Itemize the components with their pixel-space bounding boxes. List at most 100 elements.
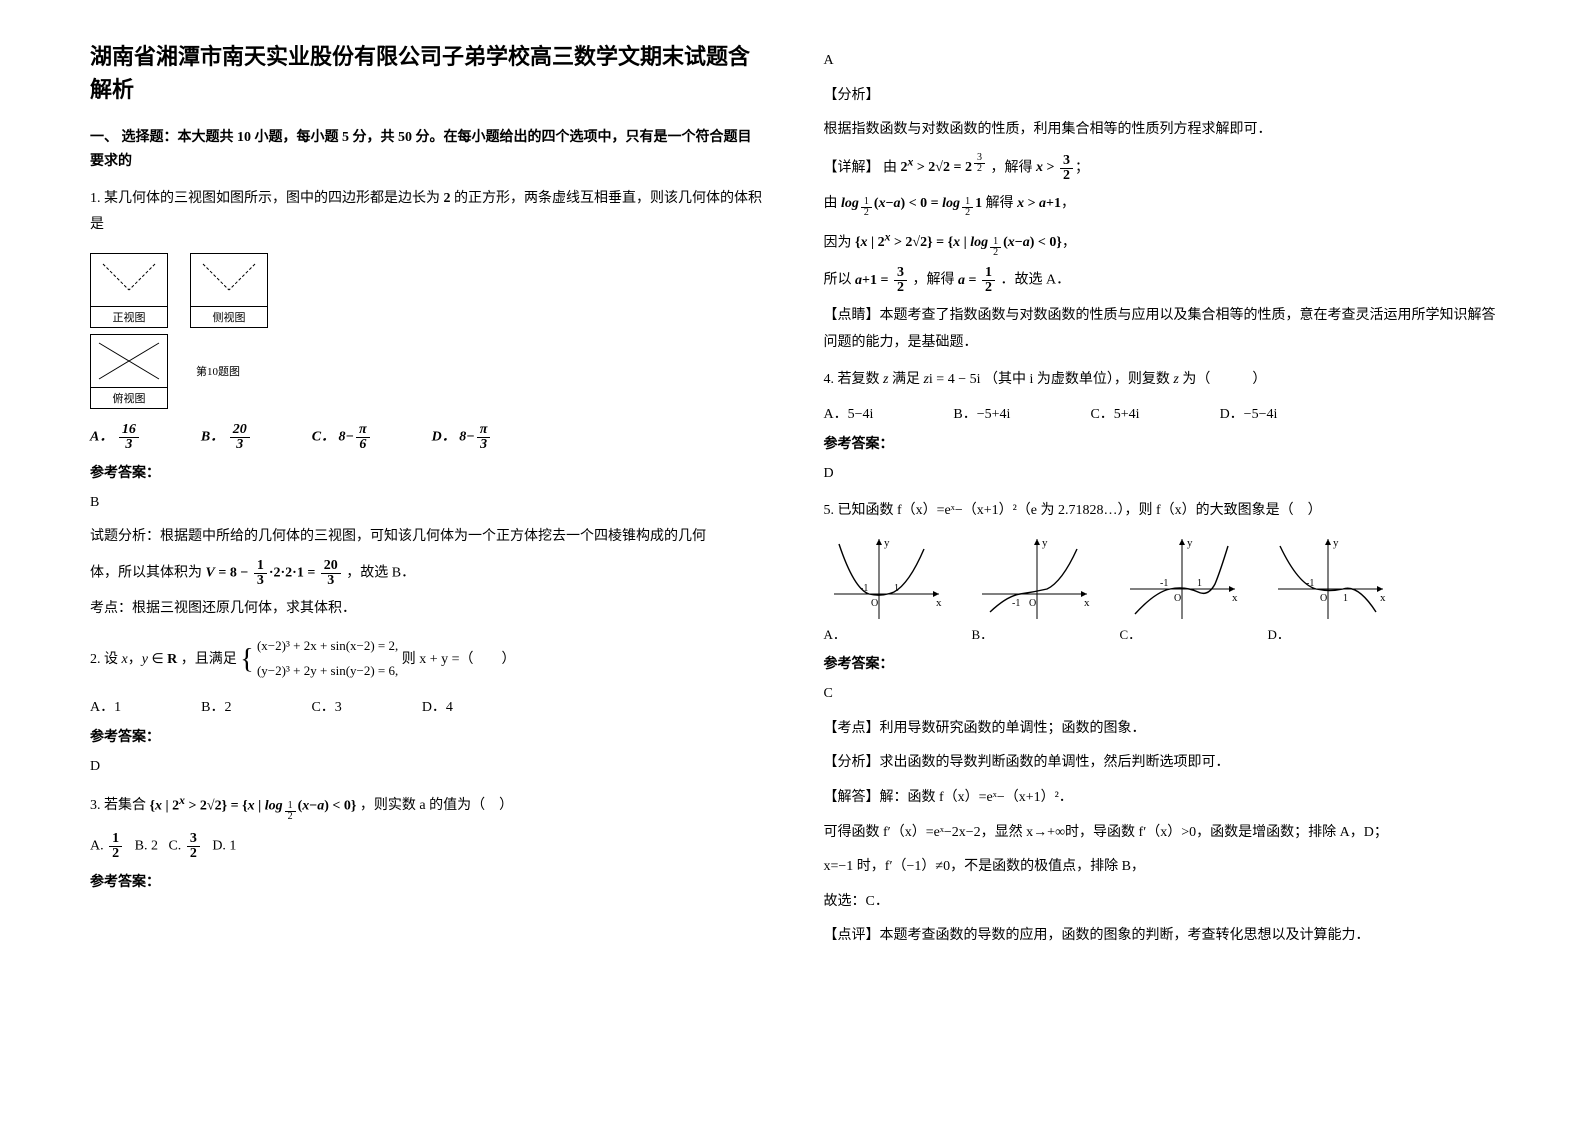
q3-d4a: 所以	[824, 273, 852, 288]
svg-text:x: x	[1380, 592, 1386, 604]
q1-choices: A． 163 B． 203 C． 8−π6 D． 8−π3	[90, 423, 764, 452]
q3-d3a: 因为	[824, 235, 852, 250]
question-4: 4. 若复数 z 满足 zi = 4 − 5i （其中 i 为虚数单位），则复数…	[824, 367, 1498, 394]
q2-c: 则 x + y =（ ）	[402, 651, 516, 666]
q3-d1b: ，解得	[990, 160, 1032, 175]
q3-detail-3: 因为 {x | 2x > 2√2} = {x | log12(x−a) < 0}…	[824, 227, 1498, 259]
q3-d4eq1: a+1 = 32	[855, 273, 909, 288]
d-den: 3	[477, 438, 491, 452]
q2-opt-b: B．2	[201, 696, 231, 716]
q3-ob: B. 2	[135, 839, 158, 854]
q4-opt-b: B．−5+4i	[953, 403, 1010, 423]
q5-fxl: 【分析】	[824, 755, 880, 770]
question-5: 5. 已知函数 f（x）=eˣ−（x+1）²（e 为 2.71828…），则 f…	[824, 498, 1498, 525]
q2-opt-c: C．3	[311, 696, 341, 716]
q3-a: 3. 若集合	[90, 798, 146, 813]
q3-dl: 【详解】	[824, 160, 880, 175]
q2-answer: D	[90, 754, 764, 781]
svg-text:y: y	[1333, 537, 1339, 549]
q3-dst: 本题考查了指数函数与对数函数的性质与应用以及集合相等的性质，意在考查灵活运用所学…	[824, 308, 1496, 350]
question-3: 3. 若集合 {x | 2x > 2√2} = {x | log12(x−a) …	[90, 790, 764, 822]
q5-kd: 【考点】利用导数研究函数的单调性；函数的图象．	[824, 716, 1498, 743]
q5-jd1t: 解：函数 f（x）=eˣ−（x+1）²．	[880, 790, 1073, 805]
q3a-n: 1	[109, 832, 122, 847]
q5-graph-d: x y -1 O 1 D．	[1268, 534, 1388, 643]
q5-answer: C	[824, 681, 1498, 708]
q2-choices: A．1 B．2 C．3 D．4	[90, 696, 764, 716]
q4-eq: zi = 4 − 5i	[923, 372, 980, 387]
q1-explain-2: 体，所以其体积为 V = 8 − 13·2·2·1 = 203 ，故选 B．	[90, 559, 764, 588]
opt-b-letter: B．	[201, 430, 224, 445]
q1-opt-a: A． 163	[90, 423, 141, 452]
q2-system: { (x−2)³ + 2x + sin(x−2) = 2, (y−2)³ + 2…	[240, 633, 398, 686]
q5-ld: D．	[1268, 627, 1290, 642]
q3-od: D. 1	[212, 839, 236, 854]
question-1: 1. 某几何体的三视图如图所示，图中的四边形都是边长为 2 的正方形，两条虚线互…	[90, 186, 764, 239]
q1-explain-1: 试题分析：根据题中所给的几何体的三视图，可知该几何体为一个正方体挖去一个四棱锥构…	[90, 524, 764, 551]
q5-dpl: 【点评】	[824, 928, 880, 943]
q4-opt-c: C．5+4i	[1090, 403, 1139, 423]
q3c-n: 3	[187, 832, 200, 847]
three-views: 正视图 侧视图	[90, 253, 764, 409]
q3-d2b: 解得 x > a+1，	[986, 196, 1075, 211]
svg-text:O: O	[1174, 593, 1181, 604]
q3-oa: A.	[90, 839, 104, 854]
q2-answer-label: 参考答案：	[90, 726, 764, 746]
side-view: 侧视图	[190, 253, 268, 328]
q5-fx: 【分析】求出函数的导数判断函数的单调性，然后判断选项即可．	[824, 750, 1498, 777]
q4-i: i	[1029, 372, 1033, 387]
q3-oc: C.	[168, 839, 181, 854]
q3-d4c: ．故选 A．	[1000, 273, 1070, 288]
q1-e2b: ，故选 B．	[346, 566, 415, 581]
q4-z: z	[883, 372, 888, 387]
q1-answer: B	[90, 490, 764, 517]
b-den: 3	[230, 438, 250, 452]
c-pre: 8−	[339, 430, 354, 445]
q3-d1eq: 2x > 2√2 = 232	[901, 160, 987, 175]
q3-fx: 根据指数函数与对数函数的性质，利用集合相等的性质列方程求解即可．	[824, 117, 1498, 144]
q5-graph-c: x y -1 O 1 C．	[1120, 534, 1240, 643]
q3-b: ，则实数 a 的值为（ ）	[360, 798, 513, 813]
q3c-d: 2	[187, 847, 200, 861]
q5-jd4: 故选：C．	[824, 889, 1498, 916]
q4-opt-d: D．−5−4i	[1220, 403, 1278, 423]
q1-stem-a: 1. 某几何体的三视图如图所示，图中的四边形都是边长为	[90, 191, 440, 206]
q2-sys-bot: (y−2)³ + 2y + sin(y−2) = 6,	[257, 659, 398, 684]
q3-d4eq2: a = 12	[958, 273, 997, 288]
q2-sys-top: (x−2)³ + 2x + sin(x−2) = 2,	[257, 634, 398, 659]
graph-c-svg: x y -1 O 1	[1120, 534, 1240, 624]
q3-ds: 【点睛】本题考查了指数函数与对数函数的性质与应用以及集合相等的性质，意在考查灵活…	[824, 303, 1498, 356]
svg-text:O: O	[871, 598, 878, 609]
q3-answer-label: 参考答案：	[90, 871, 764, 891]
q1-e2a: 体，所以其体积为	[90, 566, 202, 581]
q4-opt-a: A．5−4i	[824, 403, 874, 423]
svg-text:-1: -1	[1012, 598, 1020, 609]
q3-d3eq: {x | 2x > 2√2} = {x | log12(x−a) < 0}	[855, 235, 1062, 250]
top-view-label: 俯视图	[91, 387, 167, 408]
q3-d4b: ，解得	[912, 273, 954, 288]
q5-lb: B．	[972, 627, 994, 642]
top-view-svg	[91, 335, 167, 387]
q1-opt-d: D． 8−π3	[432, 423, 493, 452]
q3-d1res: x > 32	[1036, 160, 1075, 175]
section-heading: 一、 选择题：本大题共 10 小题，每小题 5 分，共 50 分。在每小题给出的…	[90, 126, 764, 174]
svg-text:-1: -1	[1160, 578, 1168, 589]
q3a-d: 2	[109, 847, 122, 861]
q5-jd3: x=−1 时，f′（−1）≠0，不是函数的极值点，排除 B，	[824, 854, 1498, 881]
q5-answer-label: 参考答案：	[824, 653, 1498, 673]
q3-d2a: 由	[824, 196, 838, 211]
q3-answer: A	[824, 48, 1498, 75]
q5-dpt: 本题考查函数的导数的应用，函数的图象的判断，考查转化思想以及计算能力．	[880, 928, 1370, 943]
svg-text:y: y	[1187, 537, 1193, 549]
svg-text:1: 1	[1197, 578, 1202, 589]
q3-detail-4: 所以 a+1 = 32 ，解得 a = 12 ．故选 A．	[824, 266, 1498, 295]
q4-c: （其中	[984, 372, 1026, 387]
svg-text:O: O	[1029, 598, 1036, 609]
q5-jdl: 【解答】	[824, 790, 880, 805]
q2-var: x，y ∈ R	[122, 651, 178, 666]
q5-lc: C．	[1120, 627, 1142, 642]
q3-dsl: 【点睛】	[824, 308, 880, 323]
q3-choices: A. 12 B. 2 C. 32 D. 1	[90, 832, 764, 861]
q4-b: 满足	[892, 372, 920, 387]
q5-jd1: 【解答】解：函数 f（x）=eˣ−（x+1）²．	[824, 785, 1498, 812]
